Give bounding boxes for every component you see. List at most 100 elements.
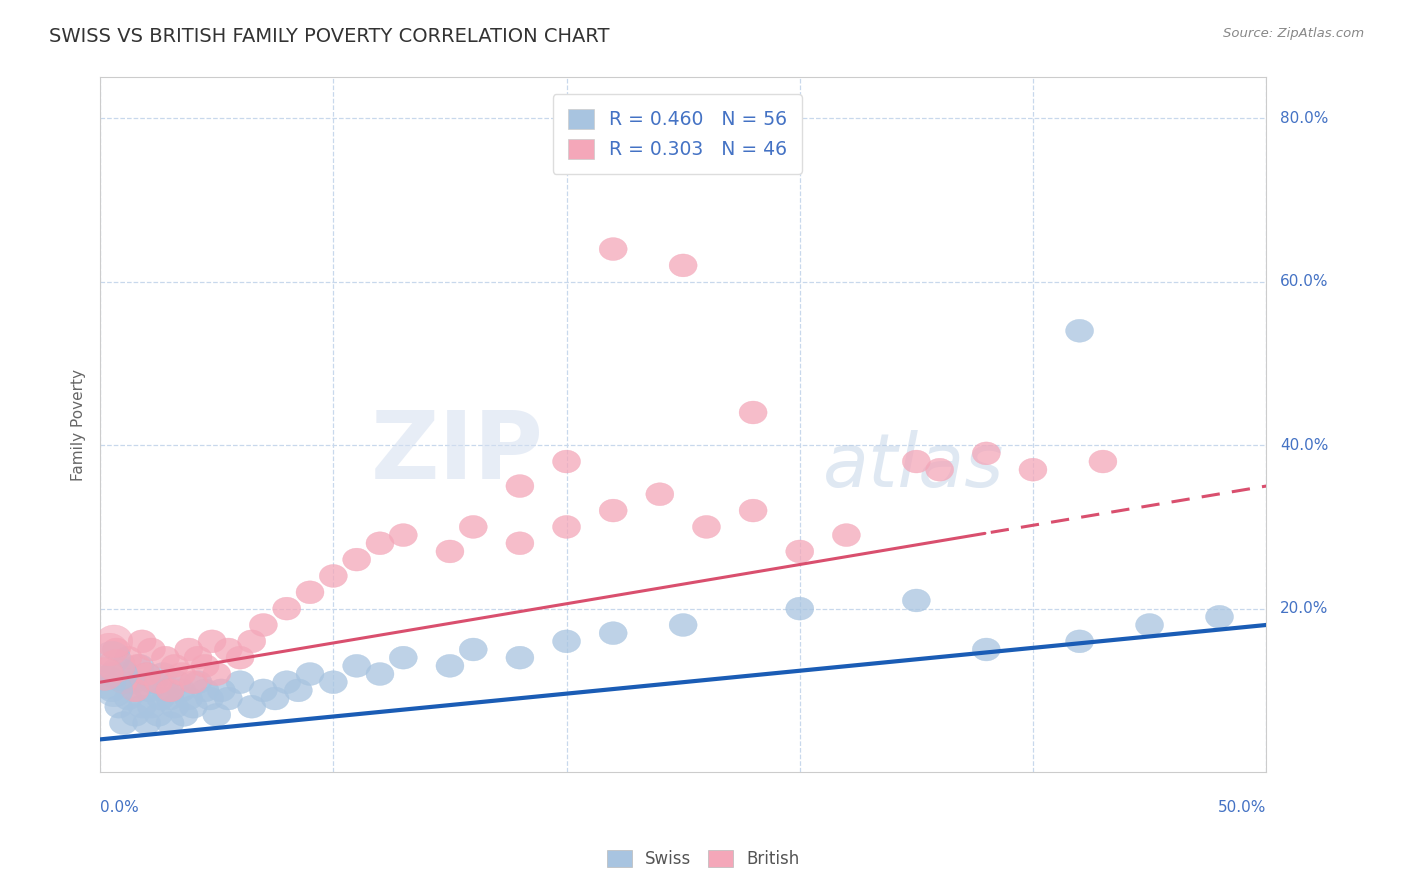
Ellipse shape <box>249 679 277 702</box>
Ellipse shape <box>160 655 188 677</box>
Ellipse shape <box>226 671 254 694</box>
Ellipse shape <box>1066 319 1094 343</box>
Ellipse shape <box>903 450 931 473</box>
Ellipse shape <box>103 638 131 661</box>
Ellipse shape <box>319 671 347 694</box>
Ellipse shape <box>195 687 224 710</box>
Ellipse shape <box>121 704 149 726</box>
Ellipse shape <box>553 450 581 473</box>
Ellipse shape <box>132 712 160 734</box>
Text: 60.0%: 60.0% <box>1279 274 1329 289</box>
Ellipse shape <box>973 638 1000 661</box>
Ellipse shape <box>1066 630 1094 653</box>
Text: SWISS VS BRITISH FAMILY POVERTY CORRELATION CHART: SWISS VS BRITISH FAMILY POVERTY CORRELAT… <box>49 27 610 45</box>
Ellipse shape <box>124 655 152 677</box>
Ellipse shape <box>191 679 219 702</box>
Text: 80.0%: 80.0% <box>1279 111 1329 126</box>
Ellipse shape <box>110 712 138 734</box>
Ellipse shape <box>389 646 418 669</box>
Ellipse shape <box>389 524 418 547</box>
Ellipse shape <box>238 630 266 653</box>
Ellipse shape <box>284 679 312 702</box>
Ellipse shape <box>273 598 301 620</box>
Ellipse shape <box>1088 450 1116 473</box>
Ellipse shape <box>249 614 277 636</box>
Ellipse shape <box>96 625 132 657</box>
Ellipse shape <box>506 532 534 555</box>
Ellipse shape <box>319 565 347 588</box>
Ellipse shape <box>343 655 371 677</box>
Ellipse shape <box>96 674 132 706</box>
Ellipse shape <box>167 679 195 702</box>
Ellipse shape <box>740 401 768 424</box>
Text: ZIP: ZIP <box>370 407 543 499</box>
Ellipse shape <box>191 655 219 677</box>
Ellipse shape <box>145 671 173 694</box>
Ellipse shape <box>128 630 156 653</box>
Ellipse shape <box>156 679 184 702</box>
Ellipse shape <box>132 663 160 685</box>
Ellipse shape <box>174 638 202 661</box>
Ellipse shape <box>98 649 135 682</box>
Ellipse shape <box>366 532 394 555</box>
Ellipse shape <box>125 655 153 677</box>
Ellipse shape <box>297 581 323 604</box>
Legend: R = 0.460   N = 56, R = 0.303   N = 46: R = 0.460 N = 56, R = 0.303 N = 46 <box>553 94 801 174</box>
Text: 0.0%: 0.0% <box>100 800 139 815</box>
Ellipse shape <box>553 630 581 653</box>
Ellipse shape <box>1019 458 1047 481</box>
Text: 40.0%: 40.0% <box>1279 438 1329 453</box>
Ellipse shape <box>163 671 191 694</box>
Ellipse shape <box>174 687 202 710</box>
Text: 20.0%: 20.0% <box>1279 601 1329 616</box>
Ellipse shape <box>226 646 254 669</box>
Legend: Swiss, British: Swiss, British <box>600 843 806 875</box>
Ellipse shape <box>669 614 697 636</box>
Ellipse shape <box>145 704 173 726</box>
Ellipse shape <box>118 671 146 694</box>
Ellipse shape <box>184 646 212 669</box>
Ellipse shape <box>156 712 184 734</box>
Ellipse shape <box>160 695 188 718</box>
Ellipse shape <box>460 638 488 661</box>
Ellipse shape <box>152 679 180 702</box>
Ellipse shape <box>202 663 231 685</box>
Ellipse shape <box>121 679 149 702</box>
Ellipse shape <box>156 687 184 710</box>
Ellipse shape <box>1136 614 1164 636</box>
Ellipse shape <box>135 679 163 702</box>
Ellipse shape <box>599 622 627 645</box>
Ellipse shape <box>167 663 195 685</box>
Ellipse shape <box>740 500 768 522</box>
Ellipse shape <box>599 237 627 260</box>
Text: Source: ZipAtlas.com: Source: ZipAtlas.com <box>1223 27 1364 40</box>
Ellipse shape <box>149 663 177 685</box>
Ellipse shape <box>110 671 138 694</box>
Ellipse shape <box>669 254 697 277</box>
Text: atlas: atlas <box>823 431 1004 502</box>
Ellipse shape <box>170 704 198 726</box>
Ellipse shape <box>786 598 814 620</box>
Ellipse shape <box>128 695 156 718</box>
Ellipse shape <box>100 657 138 690</box>
Ellipse shape <box>180 695 208 718</box>
Ellipse shape <box>91 633 128 665</box>
Ellipse shape <box>506 475 534 498</box>
Ellipse shape <box>506 646 534 669</box>
Ellipse shape <box>1205 606 1233 628</box>
Ellipse shape <box>214 638 242 661</box>
Ellipse shape <box>146 687 174 710</box>
Ellipse shape <box>98 663 125 685</box>
Ellipse shape <box>343 549 371 571</box>
Ellipse shape <box>98 679 125 702</box>
Ellipse shape <box>105 695 132 718</box>
Ellipse shape <box>89 665 125 698</box>
Ellipse shape <box>198 630 226 653</box>
Ellipse shape <box>152 646 180 669</box>
Ellipse shape <box>553 516 581 539</box>
Ellipse shape <box>180 671 208 694</box>
Ellipse shape <box>973 442 1000 465</box>
Ellipse shape <box>138 638 166 661</box>
Ellipse shape <box>925 458 953 481</box>
Ellipse shape <box>460 516 488 539</box>
